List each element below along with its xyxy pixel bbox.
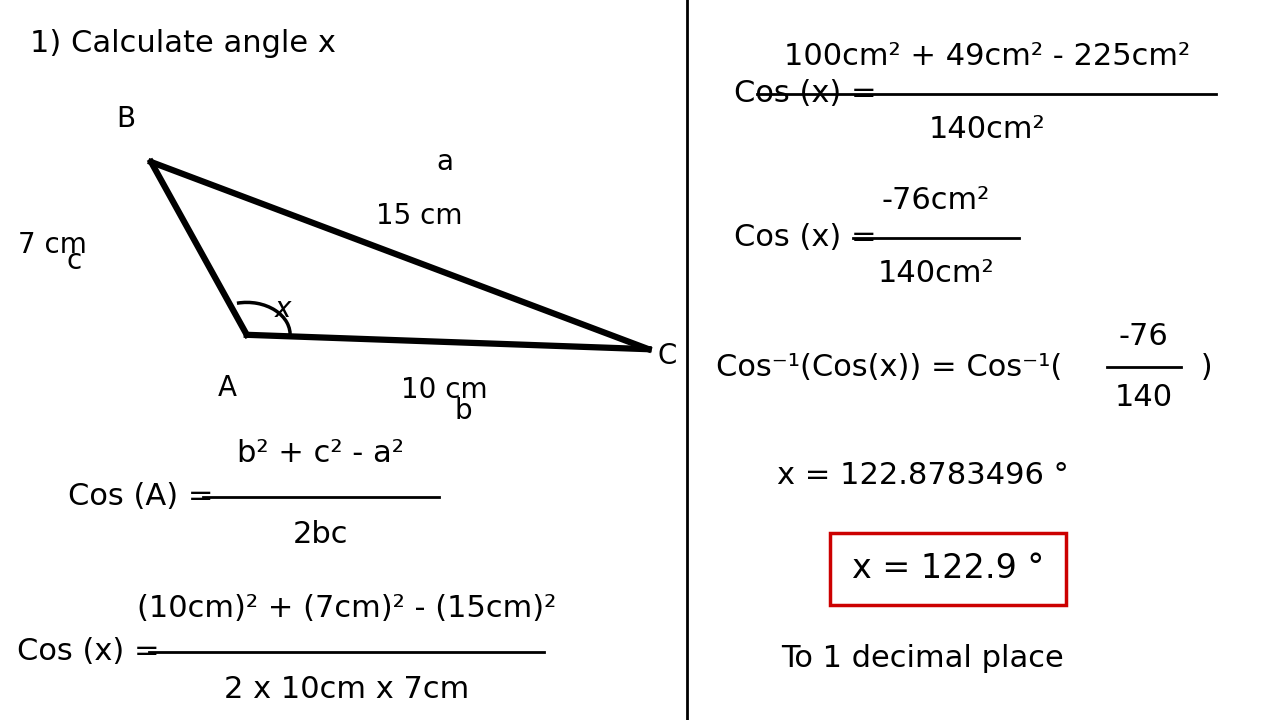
Text: 100cm² + 49cm² - 225cm²: 100cm² + 49cm² - 225cm² — [783, 42, 1189, 71]
Text: x = 122.9 °: x = 122.9 ° — [852, 552, 1044, 585]
Text: (10cm)² + (7cm)² - (15cm)²: (10cm)² + (7cm)² - (15cm)² — [137, 594, 556, 623]
Text: 2bc: 2bc — [293, 520, 348, 549]
Text: b² + c² - a²: b² + c² - a² — [237, 439, 404, 468]
Text: 140cm²: 140cm² — [877, 259, 993, 288]
Text: Cos (x) =: Cos (x) = — [733, 223, 877, 252]
Text: To 1 decimal place: To 1 decimal place — [782, 644, 1064, 673]
Text: B: B — [116, 105, 136, 133]
Text: 1) Calculate angle x: 1) Calculate angle x — [29, 29, 335, 58]
Text: Cos (x) =: Cos (x) = — [17, 637, 160, 666]
Text: b: b — [454, 397, 472, 426]
Text: C: C — [658, 343, 677, 370]
Text: 7 cm: 7 cm — [18, 231, 87, 258]
Text: Cos⁻¹(Cos(x)) = Cos⁻¹(: Cos⁻¹(Cos(x)) = Cos⁻¹( — [717, 353, 1062, 382]
Text: A: A — [218, 374, 237, 402]
Text: 2 x 10cm x 7cm: 2 x 10cm x 7cm — [224, 675, 468, 703]
Text: x: x — [274, 294, 291, 323]
Text: 140cm²: 140cm² — [928, 115, 1044, 144]
Text: c: c — [67, 247, 82, 274]
Text: ): ) — [1190, 353, 1212, 382]
Text: x = 122.8783496 °: x = 122.8783496 ° — [777, 461, 1069, 490]
Text: 140: 140 — [1115, 383, 1172, 412]
Text: -76: -76 — [1119, 323, 1169, 351]
Text: 10 cm: 10 cm — [401, 376, 488, 404]
Text: -76cm²: -76cm² — [882, 186, 989, 215]
Text: 15 cm: 15 cm — [376, 202, 462, 230]
Text: Cos (x) =: Cos (x) = — [733, 79, 877, 108]
Text: a: a — [436, 148, 453, 176]
Text: Cos (A) =: Cos (A) = — [68, 482, 214, 511]
